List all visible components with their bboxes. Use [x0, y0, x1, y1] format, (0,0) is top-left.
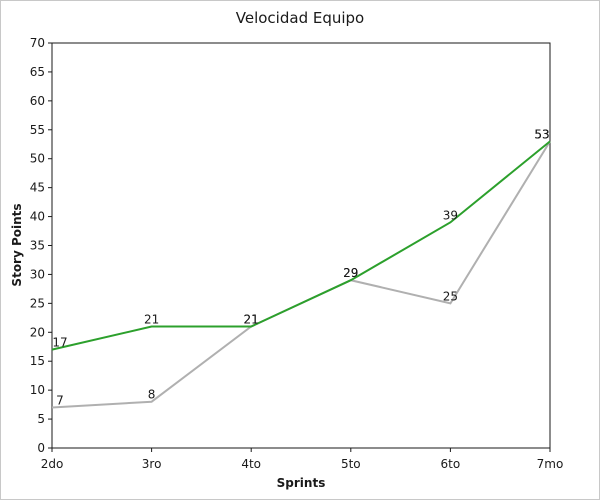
y-tick-label: 50 — [30, 152, 45, 166]
x-tick-label: 4to — [241, 457, 261, 471]
data-label: 53 — [534, 127, 549, 141]
data-label: 29 — [343, 266, 358, 280]
y-tick-label: 15 — [30, 354, 45, 368]
x-axis: 2do 3ro 4to 5to 6to 7mo — [41, 448, 564, 471]
data-label: 53 — [534, 127, 549, 141]
y-tick-label: 35 — [30, 239, 45, 253]
y-tick-label: 5 — [37, 412, 45, 426]
data-label: 21 — [244, 313, 259, 327]
series-line-1 — [51, 140, 551, 351]
x-axis-label: Sprints — [277, 476, 326, 490]
y-tick-label: 25 — [30, 296, 45, 310]
data-label: 7 — [56, 394, 64, 408]
y-axis-label: Story Points — [10, 203, 24, 286]
x-tick-label: 7mo — [537, 457, 564, 471]
y-tick-label: 0 — [37, 441, 45, 455]
y-tick-label: 65 — [30, 65, 45, 79]
series-lines — [51, 140, 551, 409]
data-label: 21 — [144, 313, 159, 327]
x-tick-label: 2do — [41, 457, 64, 471]
data-label: 17 — [52, 336, 67, 350]
x-tick-label: 3ro — [142, 457, 162, 471]
y-axis: 0 5 10 15 20 25 30 35 40 45 50 55 60 65 70 — [30, 36, 52, 455]
chart-title: Velocidad Equipo — [236, 9, 364, 27]
y-tick-label: 30 — [30, 267, 45, 281]
y-tick-label: 20 — [30, 325, 45, 339]
data-label: 21 — [244, 313, 259, 327]
data-label: 29 — [343, 266, 358, 280]
data-label: 39 — [443, 208, 458, 222]
y-tick-label: 10 — [30, 383, 45, 397]
data-label: 8 — [148, 388, 156, 402]
x-tick-label: 6to — [441, 457, 461, 471]
x-tick-label: 5to — [341, 457, 361, 471]
y-tick-label: 60 — [30, 94, 45, 108]
plot-area — [51, 42, 551, 449]
y-tick-label: 55 — [30, 123, 45, 137]
y-tick-label: 70 — [30, 36, 45, 50]
data-label: 25 — [443, 289, 458, 303]
y-tick-label: 45 — [30, 181, 45, 195]
y-tick-label: 40 — [30, 210, 45, 224]
